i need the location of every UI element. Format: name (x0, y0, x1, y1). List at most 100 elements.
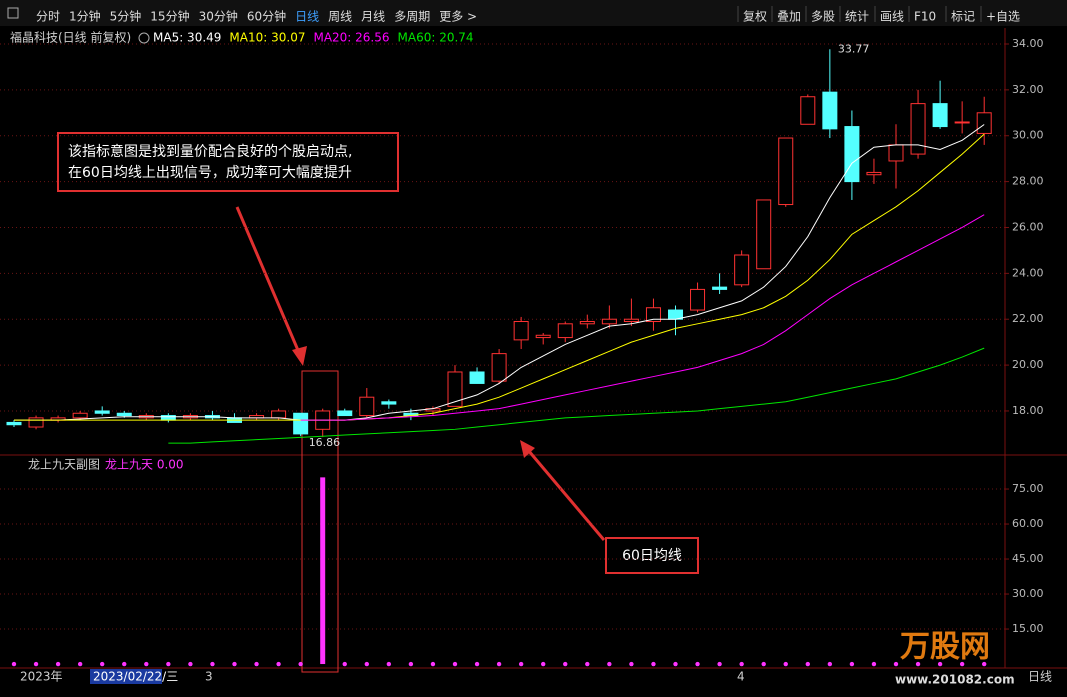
low-label: 16.86 (309, 436, 341, 449)
candle-body (601, 318, 617, 325)
signal-dot (100, 661, 105, 667)
candle-body (535, 334, 551, 339)
cursor-date: 2023/02/22/三 (93, 670, 178, 684)
candle-body (756, 199, 772, 270)
signal-dot (210, 661, 215, 667)
y-tick-label: 30.00 (1012, 587, 1044, 600)
candle-body (645, 307, 661, 323)
y-tick-label: 30.00 (1012, 129, 1044, 142)
signal-dot (11, 661, 17, 667)
y-tick-label: 60.00 (1012, 517, 1044, 530)
settings-icon[interactable] (138, 32, 150, 44)
candle-body (469, 371, 485, 384)
candle-body (800, 96, 816, 125)
period-tab[interactable]: 60分钟 (247, 9, 286, 24)
candle-body (844, 126, 860, 183)
signal-dot (982, 661, 987, 667)
candle-body (28, 417, 44, 428)
signal-dot (166, 661, 171, 667)
legend-entry: MA20: 26.56 (313, 31, 389, 45)
cursor-date-box (90, 669, 162, 684)
candle-body (910, 103, 926, 155)
signal-dot (364, 661, 369, 667)
month-label: 3 (205, 670, 213, 684)
ma-line (14, 124, 985, 421)
signal-dot (33, 661, 39, 667)
signal-dot (805, 661, 810, 667)
signal-dot (673, 661, 678, 667)
brand-site: www.201082.com (895, 673, 1015, 687)
signal-dot (739, 661, 744, 667)
signal-dot (871, 661, 877, 667)
note-border (57, 132, 399, 192)
high-label: 33.77 (838, 42, 870, 55)
signal-dot (430, 661, 436, 667)
period-tab[interactable]: 15分钟 (150, 9, 189, 24)
signal-dot (386, 661, 392, 667)
candle-body (623, 318, 639, 323)
toolbar-button[interactable]: +自选 (986, 10, 1020, 24)
y-tick-label: 22.00 (1012, 312, 1044, 325)
signal-dot (342, 661, 347, 667)
toolbar-button[interactable]: 多股 (811, 10, 835, 24)
signal-dot (937, 661, 943, 667)
candle-body (337, 410, 353, 417)
signal-dot (188, 661, 193, 667)
signal-dot (254, 661, 259, 667)
period-tab[interactable]: 周线 (328, 10, 352, 24)
candle-body (822, 91, 838, 130)
period-tab[interactable]: 5分钟 (110, 9, 142, 24)
candle-body (513, 321, 529, 341)
signal-bar (320, 477, 326, 665)
period-tab[interactable]: 分时 (36, 10, 60, 24)
signal-dot (695, 661, 700, 667)
y-tick-label: 28.00 (1012, 175, 1044, 188)
signal-dot (144, 661, 149, 667)
toolbar (0, 0, 1067, 26)
signal-dot (893, 661, 899, 667)
toolbar-button[interactable]: 叠加 (777, 10, 801, 24)
signal-dot (452, 661, 458, 667)
candle-body (447, 371, 463, 407)
period-tab[interactable]: 月线 (361, 10, 385, 24)
legend-entry: 龙上九天 0.00 (105, 458, 184, 472)
signal-dot (761, 661, 766, 667)
toolbar-button[interactable]: 统计 (845, 10, 869, 24)
period-tab[interactable]: 更多 > (439, 10, 477, 24)
ma-line (300, 214, 985, 421)
signal-dot (717, 661, 722, 667)
signal-dot (276, 661, 281, 667)
period-tab[interactable]: 30分钟 (199, 9, 238, 24)
candle-body (6, 421, 22, 426)
period-tab[interactable]: 1分钟 (69, 9, 101, 24)
y-tick-label: 15.00 (1012, 622, 1044, 635)
signal-dot (651, 661, 656, 667)
signal-dot (541, 661, 546, 667)
candle-body (888, 144, 904, 162)
candle-body (271, 410, 287, 419)
toolbar-button[interactable]: 画线 (880, 10, 904, 24)
stock-title: 福晶科技(日线 前复权) (10, 30, 131, 45)
signal-dot (496, 661, 502, 667)
period-tab[interactable]: 日线 (295, 10, 319, 24)
signal-dot (783, 661, 788, 667)
menu-icon[interactable] (7, 7, 19, 19)
toolbar-button[interactable]: 复权 (743, 10, 767, 24)
signal-dot (959, 661, 965, 667)
candle-body (976, 112, 992, 134)
candle-body (712, 286, 728, 290)
candle-body (557, 323, 573, 339)
signal-dot (77, 661, 83, 667)
candle-body (778, 137, 794, 206)
period-tab[interactable]: 多周期 (394, 10, 430, 24)
y-tick-label: 45.00 (1012, 552, 1044, 565)
candle-body (866, 171, 882, 176)
candle-body (359, 396, 375, 417)
signal-dot (232, 661, 237, 667)
candle-body (293, 412, 309, 435)
note-line: 该指标意图是找到量价配合良好的个股启动点, (68, 143, 352, 160)
toolbar-button[interactable]: F10 (914, 10, 936, 24)
ma-line (14, 133, 985, 421)
toolbar-button[interactable]: 标记 (951, 10, 975, 24)
signal-dot (55, 661, 61, 667)
